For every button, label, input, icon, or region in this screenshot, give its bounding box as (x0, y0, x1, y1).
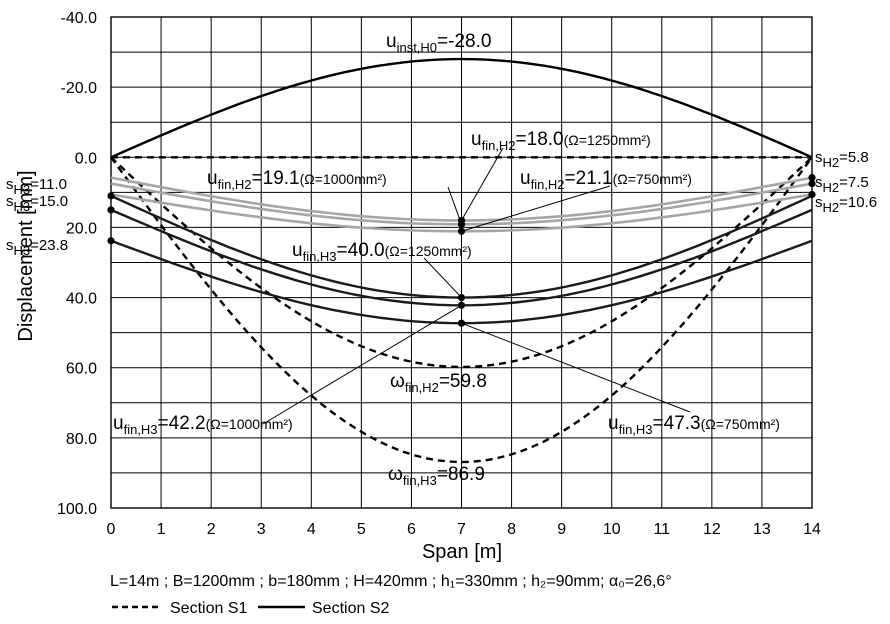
y-axis-title: Displacement [mm] (15, 170, 37, 341)
leader-line (423, 257, 462, 298)
annotation-h2-750: ufin,H2=21.1(Ω=750mm²) (520, 168, 692, 192)
support-point (107, 192, 115, 200)
series-line-omega_H3 (110, 156, 813, 464)
leader-line (461, 185, 611, 232)
tick-labels: 0 1 2 3 4 5 6 7 8 9 10 11 12 13 14-40.0-20.00.020.040.… (57, 10, 821, 538)
side-label-left: sH3=11.0 (6, 176, 67, 197)
midspan-point (457, 319, 466, 327)
y-tick-label: 20.0 (66, 220, 97, 237)
annotation-omega-h2: ωfin,H2=59.8 (390, 371, 487, 395)
x-tick-label: 11 (653, 521, 670, 538)
series-line-omega_H2 (110, 156, 813, 369)
data-points (107, 174, 816, 327)
annotation-h2-1000: ufin,H2=19.1(Ω=1000mm²) (207, 168, 387, 192)
grid (110, 16, 813, 509)
annotation-omega-h3: ωfin,H3=86.9 (388, 464, 485, 488)
annotations: uinst,H0=-28.0 ufin,H2=18.0(Ω=1250mm²) ufi… (6, 31, 877, 488)
support-point (808, 190, 816, 199)
x-tick-label: 8 (507, 521, 516, 538)
annotation-h3-1000: ufin,H3=42.2(Ω=1000mm²) (113, 413, 293, 437)
y-tick-label: -20.0 (61, 80, 98, 97)
side-label-left: sH3=15.0 (6, 193, 68, 214)
leader-line (262, 304, 462, 425)
x-tick-label: 3 (257, 521, 266, 538)
x-tick-label: 1 (157, 521, 166, 538)
annotation-inst-h0: uinst,H0=-28.0 (386, 31, 491, 55)
side-label-right: sH2=10.6 (815, 194, 877, 215)
side-label-left: sH3=23.8 (6, 237, 68, 258)
legend-label-s2: Section S2 (312, 600, 389, 617)
y-tick-label: -40.0 (61, 10, 98, 27)
leader-line (461, 322, 691, 413)
annotation-h3-1250: ufin,H3=40.0(Ω=1250mm²) (292, 240, 472, 264)
y-tick-label: 40.0 (66, 291, 97, 308)
x-tick-label: 0 (107, 521, 116, 538)
plot-frame (110, 16, 813, 509)
support-point (808, 179, 816, 188)
side-label-right: sH2=5.8 (815, 149, 869, 170)
midspan-point (457, 227, 466, 235)
y-tick-label: 60.0 (66, 361, 97, 378)
x-tick-label: 13 (753, 521, 771, 538)
midspan-point (457, 293, 466, 302)
support-point (107, 237, 115, 245)
legend-label-s1: Section S1 (170, 600, 247, 617)
x-tick-label: 10 (603, 521, 621, 538)
support-point (107, 206, 115, 214)
midspan-point (457, 220, 466, 228)
x-tick-label: 14 (803, 521, 821, 538)
midspan-point (457, 301, 466, 309)
legend: Section S1 Section S2 (112, 600, 389, 617)
y-tick-label: 100.0 (57, 501, 97, 518)
x-tick-label: 9 (557, 521, 566, 538)
annotation-h3-750: ufin,H3=47.3(Ω=750mm²) (608, 413, 780, 437)
x-axis-title: Span [m] (422, 541, 502, 563)
x-tick-label: 12 (703, 521, 721, 538)
support-point (808, 174, 816, 182)
x-tick-label: 5 (357, 521, 366, 538)
x-tick-label: 7 (457, 521, 466, 538)
leader-lines (262, 147, 691, 425)
x-tick-label: 4 (307, 521, 316, 538)
side-label-right: sH2=7.5 (815, 174, 869, 195)
x-tick-label: 2 (207, 521, 216, 538)
x-tick-label: 6 (407, 521, 416, 538)
y-tick-label: 80.0 (66, 431, 97, 448)
series-line-inst_H0 (110, 57, 813, 159)
leader-line (461, 147, 504, 221)
y-tick-label: 0.0 (75, 150, 97, 167)
annotation-h2-1250: ufin,H2=18.0(Ω=1250mm²) (471, 129, 651, 153)
parameters-text: L=14m ; B=1200mm ; b=180mm ; H=420mm ; h… (110, 573, 672, 590)
